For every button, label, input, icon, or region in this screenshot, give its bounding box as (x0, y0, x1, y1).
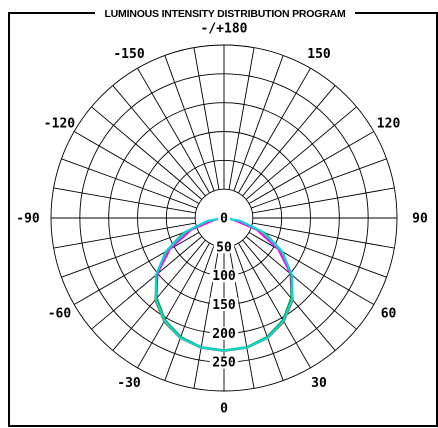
grid-spoke (242, 85, 336, 197)
grid-spoke (112, 85, 206, 197)
angle-label: -120 (44, 117, 75, 132)
grid-spoke (193, 47, 220, 190)
frame-border (8, 12, 438, 427)
grid-spoke (73, 131, 200, 204)
polar-grid (50, 44, 398, 392)
angle-label: 120 (377, 117, 401, 132)
radial-label: 0 (220, 212, 228, 227)
radial-label-mask (217, 211, 231, 225)
angle-label: -30 (117, 376, 141, 391)
grid-spoke (91, 106, 203, 200)
grid-spoke (164, 244, 215, 381)
grid-spoke (250, 158, 387, 209)
radial-label: 250 (212, 356, 236, 371)
grid-spoke (61, 227, 198, 278)
grid-spoke (53, 222, 196, 249)
grid-spoke (252, 187, 395, 214)
grid-spoke (238, 67, 311, 194)
angle-label: 0 (220, 402, 228, 417)
grid-spoke (250, 227, 387, 278)
radial-label: 100 (212, 269, 236, 284)
angle-label: 90 (412, 212, 428, 227)
grid-spoke (164, 55, 215, 192)
angle-label: 60 (381, 307, 397, 322)
angle-label: -60 (48, 307, 72, 322)
grid-spoke (53, 187, 196, 214)
radial-label-mask (209, 326, 239, 340)
angle-label: -150 (113, 47, 144, 62)
angle-label: -/+180 (201, 22, 248, 37)
grid-spoke (245, 236, 357, 330)
radial-label-mask (209, 298, 239, 311)
radial-label: 150 (212, 298, 236, 313)
grid-spoke (248, 131, 375, 204)
radial-label: 50 (216, 240, 232, 255)
angle-label: 150 (307, 47, 331, 62)
grid-spoke (112, 239, 206, 351)
grid-spoke (61, 158, 198, 209)
radial-label-mask (209, 269, 239, 283)
grid-spoke (245, 106, 357, 200)
intensity-curve (154, 216, 294, 352)
grid-spoke (252, 222, 395, 249)
grid-spoke (73, 232, 200, 305)
grid-spoke (238, 242, 311, 369)
curves (154, 216, 294, 353)
grid-spoke (242, 239, 336, 351)
grid-spoke (228, 47, 255, 190)
grid-spoke (233, 55, 284, 192)
grid-spoke (233, 244, 284, 381)
grid-spoke (248, 232, 375, 305)
radial-label-mask (213, 240, 235, 254)
grid-spoke (137, 67, 210, 194)
radial-labels: 0 50 100 150 200 250 (209, 211, 239, 371)
radial-label: 200 (212, 327, 236, 342)
angle-label: -90 (16, 212, 40, 227)
angular-labels: -/+180 -150 150 -120 120 -90 90 -60 60 -30 30 0 (16, 22, 428, 417)
grid-spoke (91, 236, 203, 330)
chart-title: LUMINOUS INTENSITY DISTRIBUTION PROGRAM (104, 8, 346, 20)
angle-label: 30 (311, 376, 327, 391)
grid-spoke (137, 242, 210, 369)
radial-label-mask (209, 355, 239, 369)
